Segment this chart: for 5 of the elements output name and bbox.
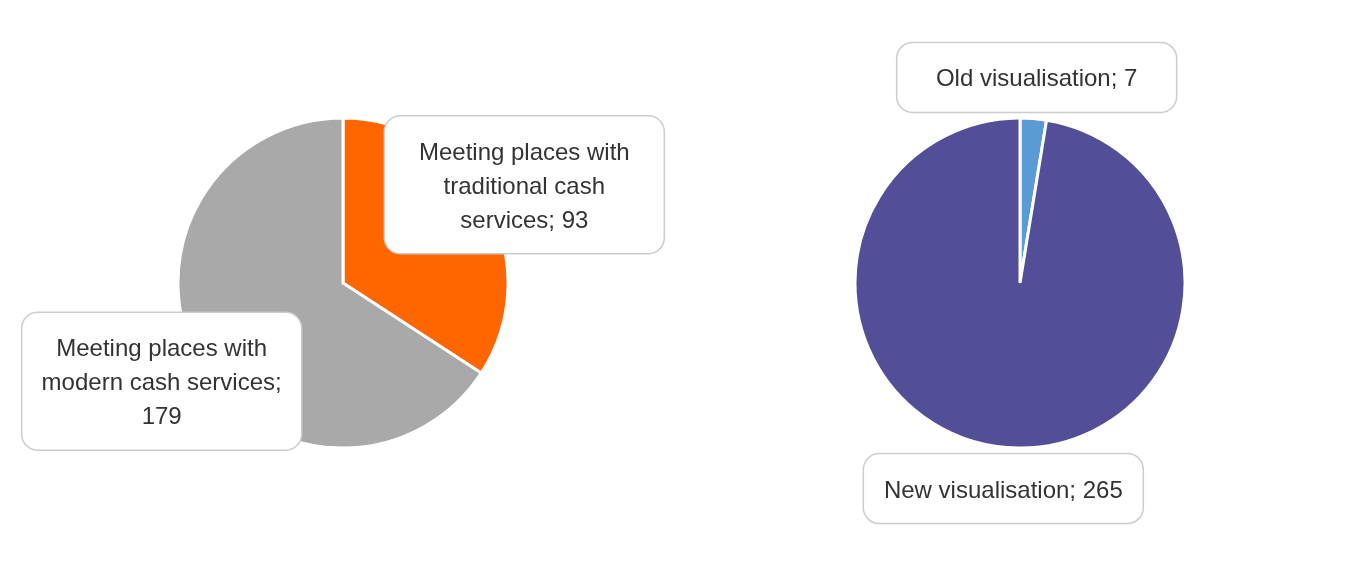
slice-label: Meeting places with traditional cash services; 93 (418, 137, 630, 233)
slice-label: Meeting places with modern cash services; 179 (41, 333, 282, 429)
pie-slice (853, 116, 1187, 450)
slice-label: New visualisation; 265 (883, 475, 1123, 503)
slice-label: Old visualisation; 7 (935, 63, 1138, 91)
